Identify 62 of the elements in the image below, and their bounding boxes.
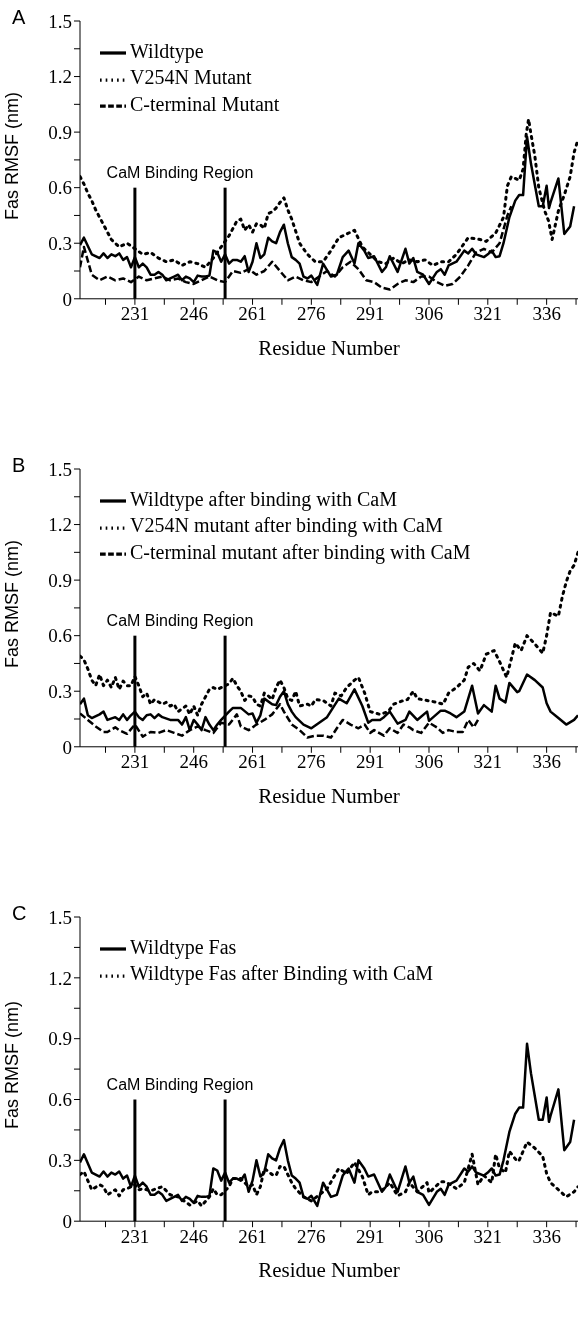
y-tick-label: 0 <box>62 736 72 758</box>
legend-label: Wildtype Fas after Binding with CaM <box>130 962 434 985</box>
x-tick-label: 336 <box>532 303 561 325</box>
x-tick-label: 261 <box>238 303 267 325</box>
chart-title: C <box>12 902 27 925</box>
x-tick-label: 306 <box>414 303 444 325</box>
legend-label: C-terminal mutant after binding with CaM <box>130 540 471 563</box>
legend-label: Wildtype Fas <box>130 936 237 958</box>
annotation: CaM Binding Region <box>106 1075 254 1093</box>
x-tick-label: 291 <box>355 751 385 773</box>
y-tick-label: 0 <box>62 1210 72 1232</box>
legend-label: Wildtype <box>130 40 204 62</box>
y-tick-label: 0.9 <box>48 121 72 143</box>
x-tick-label: 261 <box>238 751 267 773</box>
x-tick-label: 306 <box>414 751 444 773</box>
y-tick-label: 1.2 <box>48 514 72 536</box>
x-tick-label: 276 <box>297 751 326 773</box>
x-tick-label: 231 <box>120 751 150 773</box>
legend-label: C-terminal Mutant <box>130 92 280 115</box>
y-tick-label: 0.3 <box>48 232 72 254</box>
y-tick-label: 0.3 <box>48 680 72 702</box>
legend-label: V254N Mutant <box>130 66 252 89</box>
y-axis-title: Fas RMSF (nm) <box>2 91 23 220</box>
y-tick-label: 0.9 <box>48 569 72 591</box>
y-tick-label: 0.3 <box>48 1150 72 1172</box>
y-tick-label: 0.6 <box>48 625 72 647</box>
chart-title: B <box>12 454 26 477</box>
x-tick-label: 246 <box>179 751 208 773</box>
x-tick-label: 306 <box>414 1225 444 1247</box>
x-tick-label: 321 <box>473 1225 503 1247</box>
x-axis-title: Residue Number <box>258 1258 400 1283</box>
y-tick-label: 1.5 <box>48 458 72 480</box>
y-tick-label: 0.6 <box>48 1089 72 1111</box>
x-tick-label: 336 <box>532 751 561 773</box>
x-axis-title: Residue Number <box>258 783 400 808</box>
x-tick-label: 231 <box>120 1225 150 1247</box>
annotation: CaM Binding Region <box>106 611 254 629</box>
x-axis-title: Residue Number <box>258 335 400 360</box>
y-tick-label: 1.2 <box>48 66 72 88</box>
y-tick-label: 0.6 <box>48 177 72 199</box>
x-tick-label: 231 <box>120 303 150 325</box>
x-tick-label: 321 <box>473 303 503 325</box>
legend-label: V254N mutant after binding with CaM <box>130 514 443 537</box>
x-tick-label: 291 <box>355 1225 385 1247</box>
y-axis-title: Fas RMSF (nm) <box>2 1001 23 1130</box>
y-tick-label: 0 <box>62 288 72 310</box>
x-tick-label: 276 <box>297 1225 326 1247</box>
y-tick-label: 1.5 <box>48 10 72 32</box>
x-tick-label: 321 <box>473 751 503 773</box>
chart-title: A <box>12 6 26 29</box>
y-tick-label: 1.2 <box>48 967 72 989</box>
y-tick-label: 0.9 <box>48 1028 72 1050</box>
x-tick-label: 336 <box>532 1225 561 1247</box>
y-tick-label: 1.5 <box>48 906 72 928</box>
y-axis-title: Fas RMSF (nm) <box>2 539 23 668</box>
x-tick-label: 291 <box>355 303 385 325</box>
x-tick-label: 246 <box>179 303 208 325</box>
legend-label: Wildtype after binding with CaM <box>130 488 397 510</box>
annotation: CaM Binding Region <box>106 163 254 181</box>
x-tick-label: 246 <box>179 1225 208 1247</box>
x-tick-label: 276 <box>297 303 326 325</box>
x-tick-label: 261 <box>238 1225 267 1247</box>
